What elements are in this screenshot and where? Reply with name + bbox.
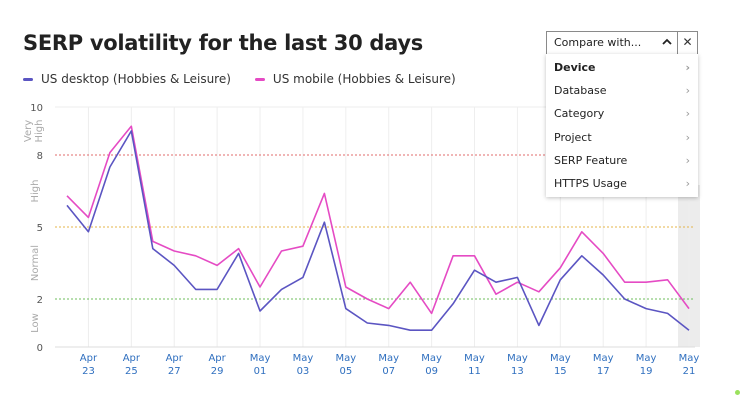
chevron-right-icon: › bbox=[685, 61, 690, 75]
x-tick-day: 07 bbox=[382, 366, 395, 377]
x-tick-month: May bbox=[636, 353, 657, 364]
zone-label: Very bbox=[23, 120, 34, 142]
x-tick-month: May bbox=[421, 353, 442, 364]
menu-item-label: Project bbox=[554, 130, 592, 144]
x-tick-month: Apr bbox=[166, 353, 184, 364]
legend-swatch-desktop bbox=[23, 77, 33, 81]
x-tick-month: May bbox=[507, 353, 528, 364]
x-tick-day: 15 bbox=[554, 366, 567, 377]
x-tick-day: 13 bbox=[511, 366, 524, 377]
compare-with-label[interactable]: Compare with... bbox=[554, 36, 642, 49]
x-tick-day: 27 bbox=[168, 366, 181, 377]
x-tick-month: May bbox=[335, 353, 356, 364]
y-tick-label: 0 bbox=[37, 343, 43, 354]
x-tick-month: May bbox=[550, 353, 571, 364]
menu-item-label: Database bbox=[554, 84, 607, 98]
chevron-right-icon: › bbox=[685, 153, 690, 167]
menu-item-label: SERP Feature bbox=[554, 153, 628, 167]
chevron-right-icon: › bbox=[685, 84, 690, 98]
legend-label-mobile: US mobile (Hobbies & Leisure) bbox=[272, 72, 456, 86]
x-tick-day: 29 bbox=[211, 366, 224, 377]
x-tick-month: Apr bbox=[208, 353, 226, 364]
chart-legend: US desktop (Hobbies & Leisure) US mobile… bbox=[23, 72, 456, 86]
x-tick-month: May bbox=[464, 353, 485, 364]
y-tick-label: 8 bbox=[37, 151, 43, 162]
zone-label: Normal bbox=[30, 245, 41, 281]
x-tick-day: 25 bbox=[125, 366, 138, 377]
chevron-up-icon[interactable] bbox=[657, 32, 677, 54]
menu-item-device[interactable]: Device › bbox=[546, 56, 698, 79]
x-tick-day: 17 bbox=[597, 366, 610, 377]
menu-item-label: Device bbox=[554, 61, 596, 75]
menu-item-label: HTTPS Usage bbox=[554, 177, 627, 191]
chevron-right-icon: › bbox=[685, 107, 690, 121]
menu-item-serp-feature[interactable]: SERP Feature › bbox=[546, 149, 698, 172]
page-title: SERP volatility for the last 30 days bbox=[23, 31, 423, 55]
status-dot bbox=[735, 390, 740, 395]
y-tick-label: 2 bbox=[37, 295, 43, 306]
x-tick-day: 21 bbox=[683, 366, 696, 377]
legend-swatch-mobile bbox=[254, 77, 265, 81]
menu-item-category[interactable]: Category › bbox=[546, 102, 698, 125]
legend-label-desktop: US desktop (Hobbies & Leisure) bbox=[41, 72, 231, 86]
x-tick-day: 19 bbox=[640, 366, 653, 377]
y-tick-label: 5 bbox=[37, 223, 43, 234]
x-tick-day: 23 bbox=[82, 366, 95, 377]
compare-menu: Device › Database › Category › Project ›… bbox=[546, 54, 698, 198]
x-tick-month: May bbox=[679, 353, 700, 364]
zone-label: Low bbox=[30, 313, 41, 333]
zone-label: High bbox=[34, 120, 45, 143]
x-tick-day: 01 bbox=[254, 366, 267, 377]
x-tick-month: Apr bbox=[80, 353, 98, 364]
x-tick-month: Apr bbox=[123, 353, 141, 364]
legend-item-mobile[interactable]: US mobile (Hobbies & Leisure) bbox=[254, 72, 456, 86]
menu-item-label: Category bbox=[554, 107, 605, 121]
chevron-right-icon: › bbox=[685, 130, 690, 144]
compare-with-dropdown[interactable]: Compare with... ✕ bbox=[546, 31, 698, 55]
series-line-mobile bbox=[66, 125, 690, 315]
x-tick-month: May bbox=[293, 353, 314, 364]
close-icon[interactable]: ✕ bbox=[677, 32, 697, 54]
menu-item-database[interactable]: Database › bbox=[546, 79, 698, 102]
x-tick-day: 11 bbox=[468, 366, 481, 377]
legend-item-desktop[interactable]: US desktop (Hobbies & Leisure) bbox=[23, 72, 231, 86]
chevron-right-icon: › bbox=[685, 177, 690, 191]
x-tick-day: 05 bbox=[339, 366, 352, 377]
x-tick-day: 09 bbox=[425, 366, 438, 377]
x-tick-month: May bbox=[250, 353, 271, 364]
y-tick-label: 10 bbox=[30, 103, 43, 114]
x-tick-month: May bbox=[593, 353, 614, 364]
zone-label: High bbox=[30, 180, 41, 203]
x-tick-month: May bbox=[378, 353, 399, 364]
menu-item-project[interactable]: Project › bbox=[546, 126, 698, 149]
x-tick-day: 03 bbox=[297, 366, 310, 377]
menu-item-https-usage[interactable]: HTTPS Usage › bbox=[546, 172, 698, 195]
series-line-desktop bbox=[66, 130, 690, 332]
